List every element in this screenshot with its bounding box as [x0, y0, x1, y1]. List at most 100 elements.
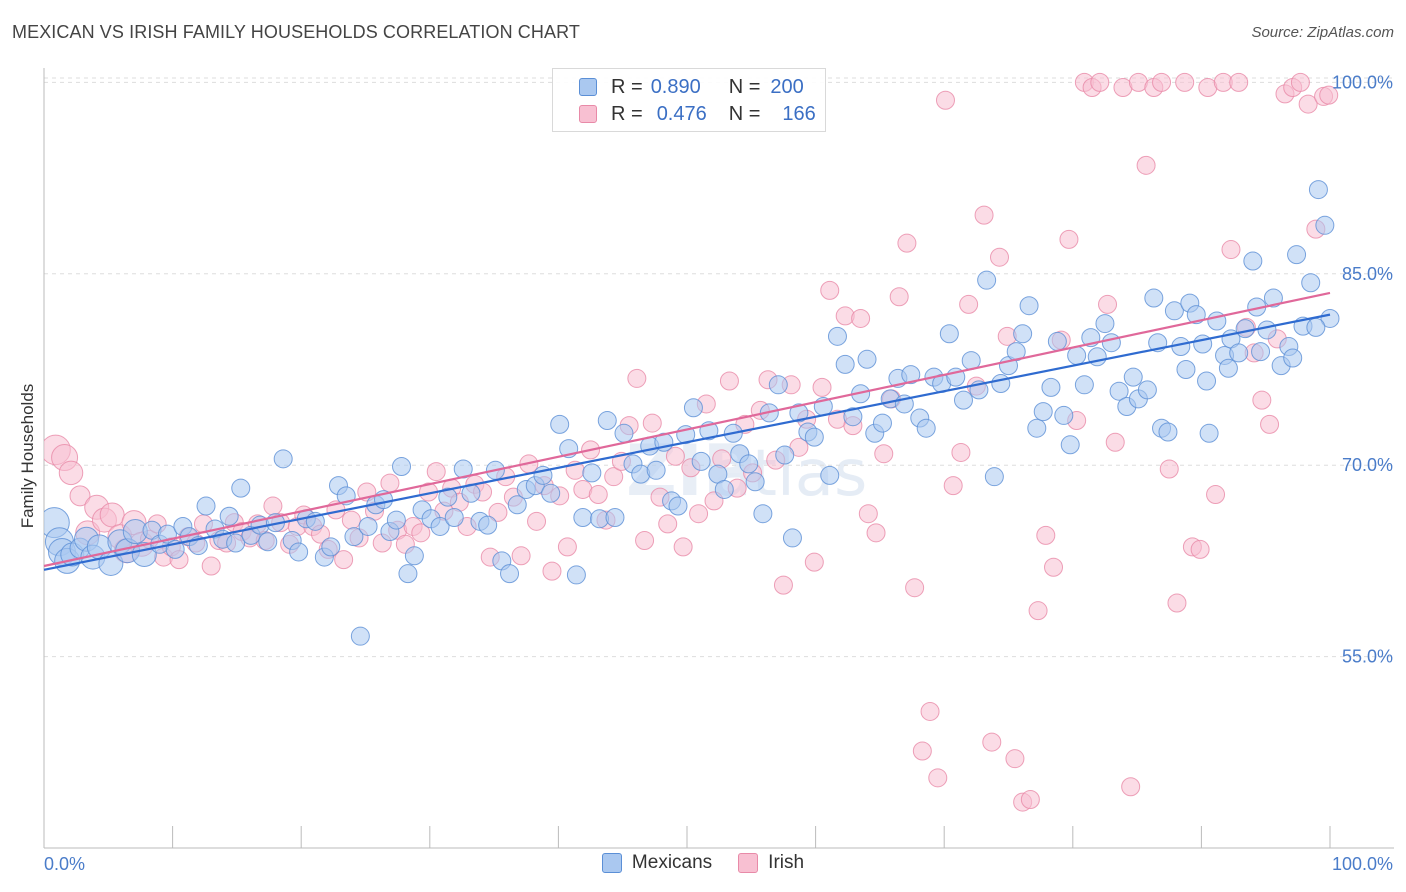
mexicans-point	[939, 324, 959, 344]
irish-point	[511, 546, 531, 566]
mexicans-point	[872, 413, 892, 433]
irish-point	[1190, 539, 1210, 559]
irish-point	[1028, 601, 1048, 621]
irish-point	[874, 444, 894, 464]
mexicans-point	[231, 478, 251, 498]
mexicans-trend-line	[43, 313, 1331, 571]
irish-point	[1221, 240, 1241, 260]
irish-point	[527, 511, 547, 531]
irish-point	[1121, 777, 1141, 797]
mexicans-point	[789, 403, 809, 423]
mexicans-point	[901, 365, 921, 385]
correlation-legend: R = 0.890 N = 200 R = 0.476 N = 166	[552, 68, 826, 132]
legend-n-label: N =	[728, 75, 761, 98]
irish-point	[1136, 155, 1156, 175]
mexicans-point	[444, 508, 464, 528]
irish-point	[1005, 749, 1025, 769]
irish-point	[557, 537, 577, 557]
irish-point	[635, 530, 655, 550]
irish-point	[99, 502, 125, 528]
mexicans-point	[691, 451, 711, 471]
irish-point	[1059, 229, 1079, 249]
mexicans-point	[1074, 375, 1094, 395]
mexicans-legend-swatch	[601, 853, 622, 873]
irish-swatch	[579, 105, 597, 123]
mexicans-point	[258, 532, 278, 552]
mexicans-point	[1060, 435, 1080, 455]
irish-point	[719, 371, 739, 391]
mexicans-point	[597, 411, 617, 431]
y-tick-label: 55.0%	[1342, 647, 1393, 667]
irish-point	[1319, 85, 1339, 105]
irish-point	[1175, 72, 1195, 92]
irish-point	[959, 294, 979, 314]
mexicans-point	[1033, 402, 1053, 422]
mexicans-point	[1101, 333, 1121, 353]
irish-point	[804, 552, 824, 572]
mexicans-point	[1123, 367, 1143, 387]
irish-legend-swatch	[738, 853, 759, 873]
irish-point	[426, 462, 446, 482]
mexicans-point	[1218, 358, 1238, 378]
mexicans-point	[582, 463, 602, 483]
irish-point	[820, 280, 840, 300]
mexicans-point	[573, 508, 593, 528]
mexicans-point	[196, 496, 216, 516]
mexicans-swatch	[579, 78, 597, 96]
irish-point	[1036, 525, 1056, 545]
mexicans-point	[1176, 360, 1196, 379]
mexicans-points	[44, 180, 1340, 646]
legend-r-label: R =	[611, 102, 643, 125]
mexicans-point	[1301, 273, 1321, 293]
legend-row-mexicans: R = 0.890 N = 200	[579, 75, 804, 99]
mexicans-point	[398, 564, 418, 584]
irish-point	[263, 496, 283, 516]
mexicans-point	[1197, 371, 1217, 391]
irish-point	[866, 523, 886, 543]
legend-item-mexicans[interactable]: Mexicans	[601, 852, 712, 874]
mexicans-point	[478, 515, 498, 535]
mexicans-point	[1263, 288, 1283, 308]
irish-point	[1298, 94, 1318, 114]
mexicans-point	[827, 326, 847, 346]
mexicans-point	[1235, 319, 1255, 339]
irish-point	[897, 233, 917, 253]
x-tick-label: 0.0%	[44, 854, 85, 874]
mexicans-point	[1320, 308, 1340, 328]
mexicans-point	[1306, 317, 1326, 337]
mexicans-point	[1158, 422, 1178, 442]
legend-n-value: 200	[770, 75, 804, 98]
mexicans-point	[775, 445, 795, 465]
irish-point	[411, 523, 431, 543]
irish-point	[542, 561, 562, 581]
irish-point	[588, 485, 608, 505]
mexicans-point	[1164, 301, 1184, 321]
legend-r-label: R =	[611, 75, 643, 98]
x-tick-labels: 0.0% 100.0%	[44, 854, 1393, 874]
mexicans-point	[219, 506, 239, 526]
chart-title: MEXICAN VS IRISH FAMILY HOUSEHOLDS CORRE…	[12, 22, 580, 42]
mexicans-point	[438, 487, 458, 507]
irish-point	[851, 308, 871, 328]
irish-point	[69, 485, 91, 507]
mexicans-point	[1257, 320, 1277, 340]
mexicans-point	[289, 542, 309, 562]
data-points	[44, 72, 1340, 812]
irish-point	[488, 502, 508, 522]
mexicans-point	[430, 516, 450, 536]
mexicans-point	[953, 390, 973, 410]
mexicans-point	[566, 565, 586, 585]
mexicans-point	[1144, 288, 1164, 308]
mexicans-point	[350, 626, 370, 646]
mexicans-point	[1013, 324, 1033, 344]
mexicans-point	[782, 528, 802, 548]
mexicans-point	[1315, 215, 1335, 235]
irish-trend-line	[43, 291, 1331, 568]
legend-item-irish[interactable]: Irish	[738, 852, 804, 874]
irish-point	[665, 446, 685, 466]
mexicans-point	[668, 496, 688, 516]
irish-point	[689, 504, 709, 524]
mexicans-point	[804, 427, 824, 447]
legend-n-label: N =	[728, 102, 761, 125]
